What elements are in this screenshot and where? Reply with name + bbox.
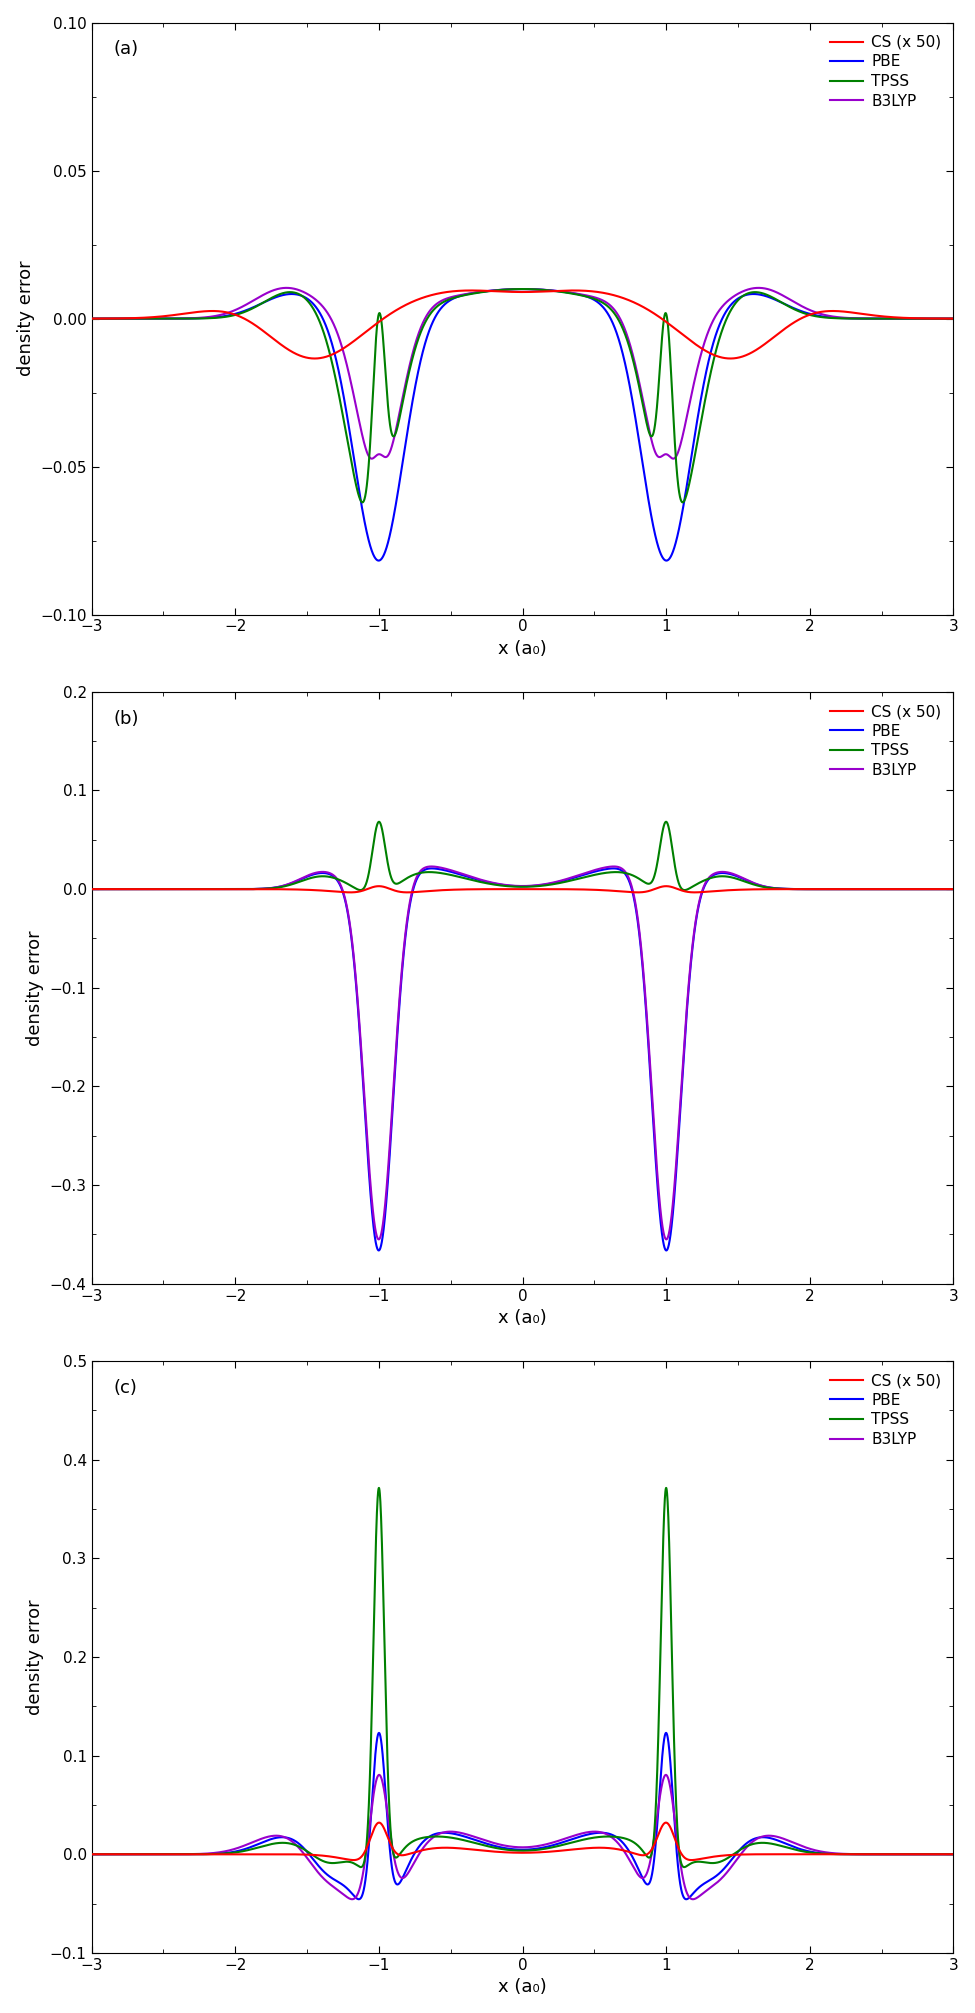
X-axis label: x (a₀): x (a₀) [498,1979,547,1997]
X-axis label: x (a₀): x (a₀) [498,640,547,658]
Y-axis label: density error: density error [26,1598,44,1715]
Y-axis label: density error: density error [26,930,44,1045]
X-axis label: x (a₀): x (a₀) [498,1308,547,1327]
Legend: CS (x 50), PBE, TPSS, B3LYP: CS (x 50), PBE, TPSS, B3LYP [825,1369,946,1451]
Legend: CS (x 50), PBE, TPSS, B3LYP: CS (x 50), PBE, TPSS, B3LYP [825,30,946,113]
Y-axis label: density error: density error [17,262,35,376]
Text: (b): (b) [113,709,138,727]
Text: (c): (c) [113,1379,137,1397]
Text: (a): (a) [113,40,138,58]
Legend: CS (x 50), PBE, TPSS, B3LYP: CS (x 50), PBE, TPSS, B3LYP [825,699,946,783]
